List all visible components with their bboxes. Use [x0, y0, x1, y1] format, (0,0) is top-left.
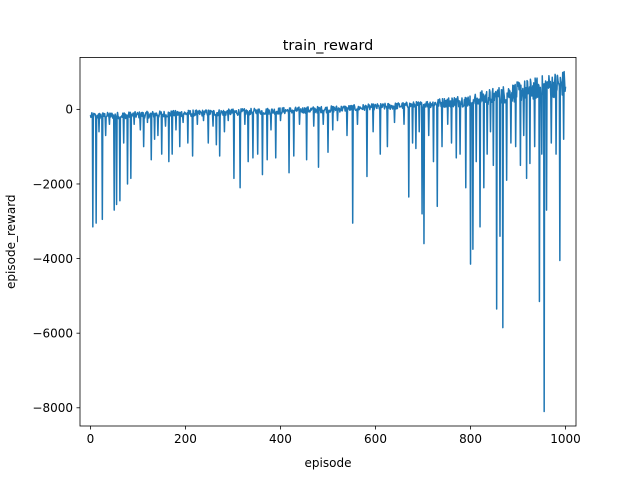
y-tick-label: 0 [65, 103, 73, 117]
x-tick-label: 1000 [550, 432, 581, 446]
y-axis-label: episode_reward [4, 194, 18, 289]
x-tick-label: 400 [269, 432, 292, 446]
x-axis-ticks: 0 200 400 600 800 1000 [87, 426, 581, 446]
x-tick-label: 800 [459, 432, 482, 446]
series-line-episode-reward [89, 70, 567, 413]
y-tick-label: −6000 [32, 326, 73, 340]
y-tick-label: −4000 [32, 252, 73, 266]
x-tick-label: 200 [174, 432, 197, 446]
y-tick-label: −2000 [32, 177, 73, 191]
x-tick-label: 0 [87, 432, 95, 446]
plot-area [79, 57, 577, 427]
y-tick-label: −8000 [32, 401, 73, 415]
axes-frame [79, 57, 577, 427]
y-axis-ticks: −8000 −6000 −4000 −2000 0 [32, 103, 80, 415]
x-tick-label: 600 [364, 432, 387, 446]
chart-title: train_reward [283, 38, 374, 54]
x-axis-label: episode [305, 456, 352, 470]
